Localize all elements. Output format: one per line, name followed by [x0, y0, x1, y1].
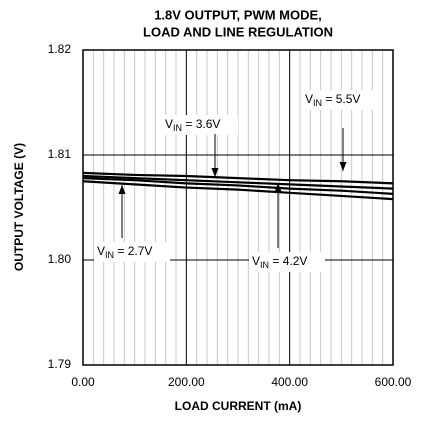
- annotation: VIN = 2.7V: [97, 244, 152, 260]
- arrow-head: [339, 162, 347, 171]
- annotation-sub: IN: [173, 123, 182, 133]
- chart-title: LOAD AND LINE REGULATION: [143, 24, 333, 39]
- x-axis-label: LOAD CURRENT (mA): [175, 399, 302, 413]
- series-line: [82, 177, 394, 195]
- plot-frame: [82, 49, 394, 366]
- chart-title: 1.8V OUTPUT, PWM MODE,: [154, 7, 322, 22]
- arrow-head: [118, 185, 126, 194]
- x-tick-label: 400.00: [271, 375, 308, 389]
- annotation-rest: = 3.6V: [182, 117, 220, 131]
- series-line: [82, 174, 394, 190]
- annotation-main: V: [97, 244, 105, 258]
- annotation: VIN = 3.6V: [165, 117, 220, 133]
- label-background: [302, 90, 378, 110]
- annotation-sub: IN: [105, 250, 114, 260]
- y-axis-label: OUTPUT VOLTAGE (V): [12, 143, 26, 271]
- annotation-sub: IN: [313, 98, 322, 108]
- label-background: [162, 115, 238, 135]
- label-background: [249, 252, 325, 272]
- x-tick-label: 600.00: [375, 375, 412, 389]
- series-line: [82, 180, 394, 201]
- y-tick-label: 1.79: [48, 357, 72, 371]
- annotation-main: V: [305, 92, 313, 106]
- annotation-sub: IN: [260, 260, 269, 270]
- x-tick-label: 0.00: [71, 375, 95, 389]
- annotation-main: V: [165, 117, 173, 131]
- label-background: [94, 242, 170, 262]
- annotation-main: V: [252, 254, 260, 268]
- x-tick-label: 200.00: [168, 375, 205, 389]
- annotation-rest: = 4.2V: [269, 254, 307, 268]
- annotation-rest: = 2.7V: [114, 244, 152, 258]
- y-tick-label: 1.82: [48, 42, 72, 56]
- arrow-head: [211, 168, 219, 177]
- annotation: VIN = 4.2V: [252, 254, 307, 270]
- y-tick-label: 1.81: [48, 147, 72, 161]
- y-tick-label: 1.80: [48, 252, 72, 266]
- arrow-head: [274, 183, 282, 192]
- series-line: [82, 171, 394, 185]
- annotation: VIN = 5.5V: [305, 92, 360, 108]
- annotation-rest: = 5.5V: [322, 92, 360, 106]
